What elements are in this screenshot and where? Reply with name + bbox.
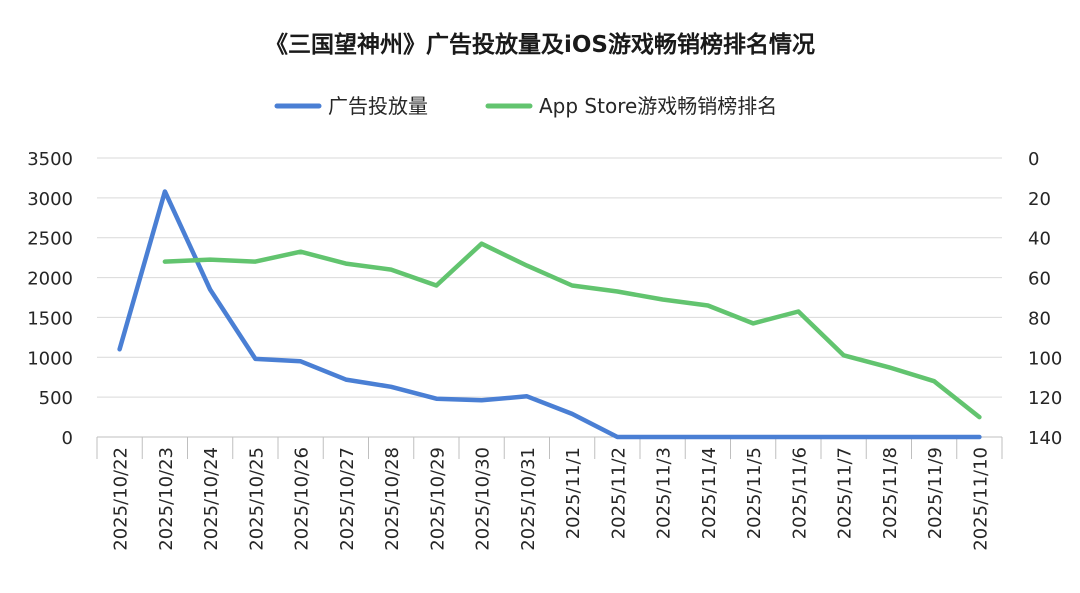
right-axis-tick-label: 100 [1028,348,1062,369]
legend: 广告投放量 App Store游戏畅销榜排名 [274,94,777,118]
right-axis-tick-label: 40 [1028,229,1051,250]
x-axis-tick-label: 2025/10/25 [246,447,267,551]
legend-label-1: 广告投放量 [328,94,428,118]
x-axis-tick-label: 2025/11/4 [699,447,720,539]
right-axis-tick-label: 20 [1028,189,1051,210]
right-axis-tick-label: 60 [1028,269,1051,290]
x-axis-ticks: 2025/10/22 2025/10/23 2025/10/24 2025/10/25… [96,437,1003,551]
x-axis-tick-label: 2025/10/29 [427,447,448,551]
x-axis-tick-label: 2025/11/6 [789,447,810,539]
x-axis-tick-label: 2025/11/7 [835,447,856,539]
left-axis-tick-label: 2000 [27,269,73,290]
left-axis-tick-label: 1000 [27,348,73,369]
left-axis-tick-label: 500 [39,388,73,409]
chart-title: 《三国望神州》广告投放量及iOS游戏畅销榜排名情况 [265,31,815,58]
right-axis-ticks: 0 20 40 60 80 100 120 140 [1028,149,1062,449]
x-axis-tick-label: 2025/11/1 [563,447,584,539]
x-axis-tick-label: 2025/11/3 [654,447,675,539]
x-axis-tick-label: 2025/10/27 [337,447,358,551]
gridlines [97,157,1002,438]
x-axis-tick-label: 2025/10/26 [292,447,313,551]
left-axis-tick-label: 0 [62,428,73,449]
left-axis-ticks: 0 500 1000 1500 2000 2500 3000 3500 [27,149,73,449]
left-axis-tick-label: 3000 [27,189,73,210]
x-axis-tick-label: 2025/10/31 [518,447,539,551]
legend-label-2: App Store游戏畅销榜排名 [539,94,777,118]
x-axis-tick-label: 2025/11/9 [925,447,946,539]
series-layer [117,189,982,440]
x-axis-tick-label: 2025/11/10 [970,447,991,551]
right-axis-tick-label: 80 [1028,308,1051,329]
x-axis-tick-label: 2025/10/30 [473,447,494,551]
series-line-2 [162,241,982,420]
right-axis-tick-label: 0 [1028,149,1039,170]
left-axis-tick-label: 1500 [27,308,73,329]
x-axis-tick-label: 2025/10/22 [111,447,132,551]
x-axis-tick-label: 2025/11/5 [744,447,765,539]
left-axis-tick-label: 2500 [27,229,73,250]
x-axis-tick-label: 2025/11/8 [880,447,901,539]
x-axis-tick-label: 2025/11/2 [608,447,629,539]
series-line-1 [117,189,982,440]
x-axis-tick-label: 2025/10/23 [156,447,177,551]
right-axis-tick-label: 120 [1028,388,1062,409]
x-axis-tick-label: 2025/10/28 [382,447,403,551]
left-axis-tick-label: 3500 [27,149,73,170]
x-axis-tick-label: 2025/10/24 [201,447,222,551]
right-axis-tick-label: 140 [1028,428,1062,449]
